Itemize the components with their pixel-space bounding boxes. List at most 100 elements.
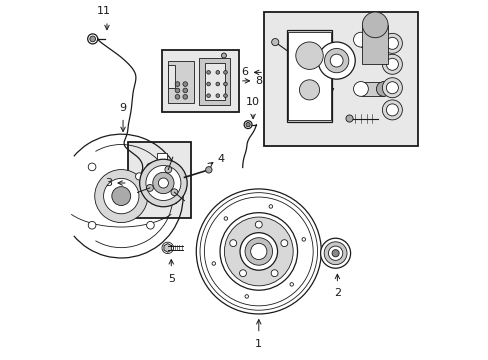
Circle shape <box>386 82 398 94</box>
Circle shape <box>196 189 321 314</box>
Circle shape <box>280 240 287 247</box>
Circle shape <box>223 71 227 74</box>
Circle shape <box>255 221 262 228</box>
Circle shape <box>216 94 219 98</box>
Circle shape <box>328 246 342 260</box>
Bar <box>288 32 330 121</box>
Circle shape <box>206 94 210 98</box>
Circle shape <box>183 82 187 86</box>
Circle shape <box>206 82 210 86</box>
Circle shape <box>175 88 180 93</box>
Circle shape <box>223 82 227 86</box>
Circle shape <box>331 249 339 257</box>
Bar <box>264 12 417 146</box>
Circle shape <box>289 283 293 286</box>
Text: 5: 5 <box>167 274 174 284</box>
Circle shape <box>302 238 305 241</box>
Circle shape <box>145 166 181 201</box>
Circle shape <box>299 80 319 100</box>
Circle shape <box>229 240 236 247</box>
Polygon shape <box>163 244 171 252</box>
Circle shape <box>268 205 272 208</box>
Circle shape <box>87 34 98 44</box>
Text: 2: 2 <box>333 288 340 298</box>
Circle shape <box>224 217 293 286</box>
Bar <box>360 82 383 96</box>
Text: 9: 9 <box>119 103 126 113</box>
Circle shape <box>244 121 251 129</box>
Text: 10: 10 <box>245 98 260 108</box>
Circle shape <box>239 270 246 276</box>
Circle shape <box>90 36 95 42</box>
Circle shape <box>95 170 147 222</box>
Circle shape <box>353 32 367 47</box>
Circle shape <box>221 53 226 58</box>
Circle shape <box>216 82 219 86</box>
Circle shape <box>382 33 402 53</box>
Circle shape <box>88 221 96 229</box>
Circle shape <box>206 71 210 74</box>
Circle shape <box>146 184 153 192</box>
Text: 8: 8 <box>255 76 262 86</box>
Bar <box>128 143 190 217</box>
Circle shape <box>386 58 398 70</box>
Bar <box>168 61 194 103</box>
Circle shape <box>244 238 272 265</box>
Circle shape <box>205 167 212 173</box>
Bar <box>199 58 230 105</box>
Bar <box>156 153 166 161</box>
Circle shape <box>382 54 402 74</box>
Circle shape <box>317 42 354 79</box>
Circle shape <box>140 159 187 207</box>
Circle shape <box>183 88 187 93</box>
Circle shape <box>135 173 142 180</box>
Bar <box>286 30 332 122</box>
Circle shape <box>183 94 187 99</box>
Circle shape <box>223 94 227 98</box>
Circle shape <box>171 189 178 196</box>
Text: 1: 1 <box>255 339 262 349</box>
Circle shape <box>353 82 367 96</box>
Circle shape <box>216 71 219 74</box>
Circle shape <box>376 32 390 47</box>
Text: 6: 6 <box>241 67 247 77</box>
Circle shape <box>324 242 346 265</box>
Circle shape <box>240 233 277 270</box>
Circle shape <box>250 243 266 260</box>
Circle shape <box>152 172 174 194</box>
Circle shape <box>146 163 154 171</box>
Circle shape <box>175 82 180 86</box>
Bar <box>204 63 224 100</box>
Circle shape <box>271 270 278 276</box>
Circle shape <box>175 94 180 99</box>
Circle shape <box>146 221 154 229</box>
Circle shape <box>320 238 350 268</box>
Bar <box>165 189 176 203</box>
Circle shape <box>386 104 398 116</box>
Bar <box>362 25 387 64</box>
Circle shape <box>212 262 215 265</box>
Circle shape <box>382 78 402 98</box>
Circle shape <box>345 115 352 122</box>
Circle shape <box>112 186 130 206</box>
Circle shape <box>295 42 323 69</box>
Text: 11: 11 <box>96 6 110 17</box>
Bar <box>168 65 175 88</box>
Circle shape <box>324 49 348 73</box>
Circle shape <box>329 54 343 67</box>
Circle shape <box>164 166 171 173</box>
Circle shape <box>220 213 297 290</box>
Circle shape <box>271 39 278 46</box>
Text: 7: 7 <box>326 87 333 98</box>
Circle shape <box>88 163 96 171</box>
Circle shape <box>224 217 227 220</box>
Circle shape <box>158 178 168 188</box>
Text: 4: 4 <box>217 154 224 164</box>
Circle shape <box>245 122 250 127</box>
Circle shape <box>376 82 390 96</box>
Circle shape <box>386 37 398 49</box>
Circle shape <box>103 179 139 214</box>
Bar <box>162 50 239 112</box>
Circle shape <box>362 12 387 38</box>
Circle shape <box>382 100 402 120</box>
